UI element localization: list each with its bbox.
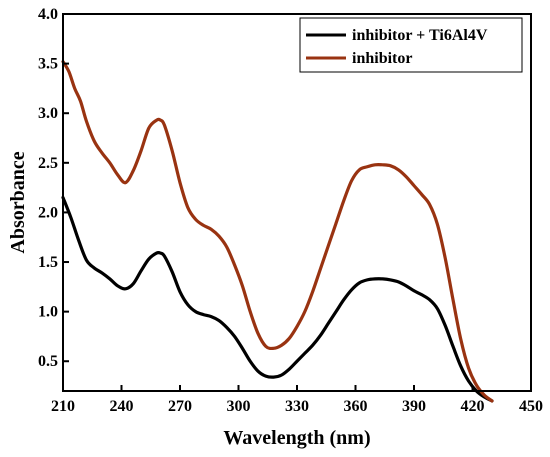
legend-label-inhibitor: inhibitor [352,50,412,67]
y-tick-label: 1.5 [38,254,58,271]
y-tick-label: 1.0 [38,304,58,321]
x-tick-label: 330 [285,398,309,415]
y-tick-label: 4.0 [38,6,58,23]
y-tick-label: 0.5 [38,353,58,370]
legend: inhibitor + Ti6Al4V inhibitor [299,17,523,73]
plot-frame [62,13,532,392]
y-tick-label: 2.0 [38,204,58,221]
legend-box [299,17,523,73]
x-tick-label: 300 [227,398,251,415]
x-tick-label: 390 [402,398,426,415]
x-tick-label: 450 [519,398,543,415]
series-line-inhibitor [61,60,494,403]
legend-label-inhibitor-ti6al4v: inhibitor + Ti6Al4V [352,27,488,44]
x-tick-label: 420 [461,398,485,415]
y-tick-label: 2.5 [38,155,58,172]
y-tick-label: 3.5 [38,56,58,73]
x-tick-label: 210 [51,398,75,415]
x-axis-title: Wavelength (nm) [223,427,370,449]
series-layer [61,60,494,403]
x-tick-label: 240 [110,398,134,415]
y-tick-label: 3.0 [38,105,58,122]
x-tick-label: 270 [168,398,192,415]
x-tick-label: 360 [344,398,368,415]
ticks-layer: 210 240 270 300 330 360 390 420 450 0.5 1.0 1.5 2.0 2… [38,6,543,415]
series-line-inhibitor-ti6al4v [61,195,494,403]
y-axis-title: Absorbance [7,151,29,253]
